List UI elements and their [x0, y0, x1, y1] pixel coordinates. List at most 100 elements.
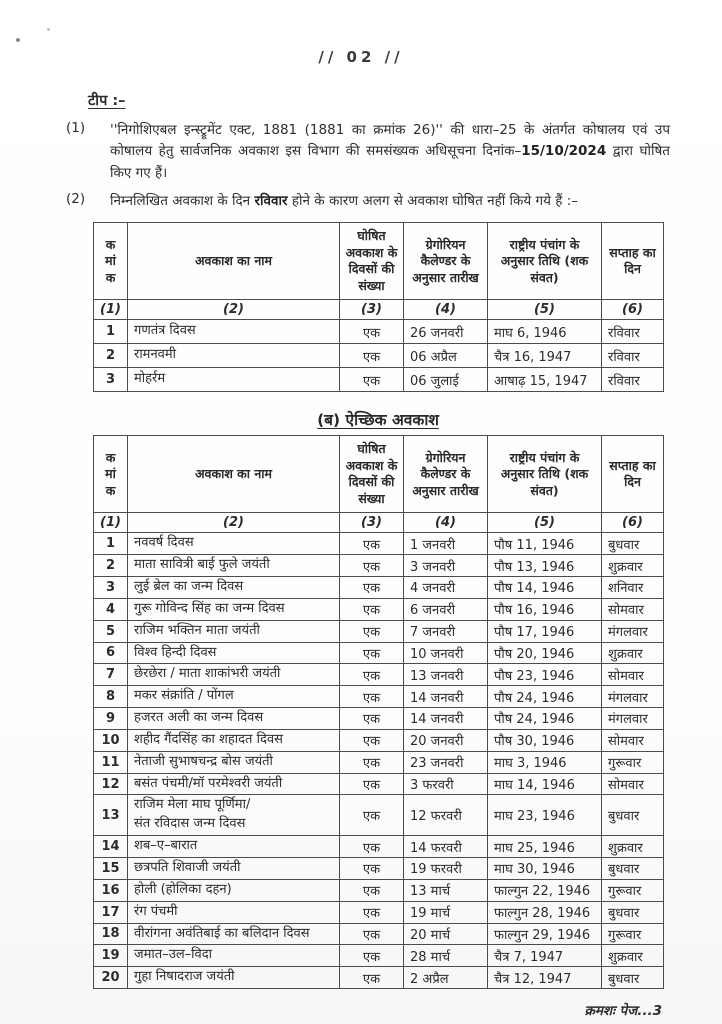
cell-sn: 12: [93, 772, 128, 796]
table-row: 15 छत्रपति शिवाजी जयंती एक 19 फरवरी माघ 30, …: [93, 856, 664, 880]
table-row: 16 होली (होलिका दहन) एक 13 मार्च फाल्गुन 22,…: [93, 878, 664, 902]
cell-weekday: रविवार: [601, 343, 664, 369]
cell-panchang: पौष 30, 1946: [487, 728, 602, 752]
table-row: 4 गुरू गोविन्द सिंह का जन्म दिवस एक 6 जनवरी…: [93, 597, 664, 621]
cell-panchang: पौष 17, 1946: [487, 619, 602, 643]
cell-panchang: चैत्र 7, 1947: [487, 944, 602, 968]
col-num: (2): [127, 512, 340, 534]
note-text-post: द्वारा घोषित किए गए हैं।: [110, 143, 670, 181]
cell-sn: 3: [93, 576, 128, 599]
cell-weekday: शुक्रवार: [601, 641, 664, 665]
cell-weekday: रविवार: [601, 319, 664, 345]
note-text-bold: 15/10/2024: [521, 143, 607, 160]
table-row: 12 बसंत पंचमी/मॉ परमेश्वरी जयंती एक 3 फरवरी…: [93, 772, 664, 796]
cell-panchang: पौष 24, 1946: [487, 685, 602, 709]
cell-sn: 2: [93, 343, 128, 369]
table-row: 1 गणतंत्र दिवस एक 26 जनवरी माघ 6, 1946 रविवार: [93, 319, 664, 345]
cell-weekday: शुक्रवार: [601, 835, 664, 858]
table-header-row: क मां क अवकाश का नाम घोषित अवकाश के दिवस…: [93, 222, 664, 301]
cell-panchang: फाल्गुन 22, 1946: [487, 878, 602, 902]
cell-sn: 1: [93, 532, 128, 556]
col-num: (1): [93, 512, 128, 534]
cell-weekday: बुधवार: [601, 794, 664, 837]
table-row: 5 राजिम भक्तिन माता जयंती एक 7 जनवरी पौष 17,…: [93, 619, 664, 643]
optional-holidays-title: (ब) ऐच्छिक अवकाश: [93, 408, 663, 430]
note-text-post: होने के कारण अलग से अवकाश घोषित नहीं किय…: [287, 192, 578, 209]
cell-name: रंग पंचमी: [127, 900, 340, 924]
cell-date: 7 जनवरी: [403, 619, 488, 643]
cell-days: एक: [339, 597, 404, 621]
table-row: 6 विश्व हिन्दी दिवस एक 10 जनवरी पौष 20, 1946…: [93, 641, 664, 665]
cell-panchang: चैत्र 16, 1947: [487, 343, 602, 369]
cell-date: 14 फरवरी: [403, 835, 488, 858]
cell-weekday: मंगलवार: [601, 619, 664, 643]
table-row: 2 माता सावित्री बाई फुले जयंती एक 3 जनवरी पौ…: [93, 554, 664, 577]
cell-date: 14 जनवरी: [403, 707, 488, 730]
cell-date: 20 जनवरी: [403, 728, 488, 752]
cell-weekday: शनिवार: [601, 576, 664, 599]
optional-holidays-table: क मां क अवकाश का नाम घोषित अवकाश के दिवस…: [93, 435, 664, 990]
cell-days: एक: [339, 685, 404, 709]
cell-sn: 17: [93, 900, 128, 924]
scan-speck: [47, 28, 50, 31]
cell-weekday: गुरूवार: [601, 878, 664, 902]
cell-weekday: बुधवार: [601, 532, 664, 556]
cell-name: वीरांगना अवंतिबाई का बलिदान दिवस: [127, 922, 340, 946]
table-row: 18 वीरांगना अवंतिबाई का बलिदान दिवस एक 20 म…: [93, 922, 664, 946]
cell-weekday: शुक्रवार: [601, 944, 664, 968]
table-row: 2 रामनवमी एक 06 अप्रैल चैत्र 16, 1947 रविवार: [93, 343, 664, 369]
table-row: 7 छेरछेरा / माता शाकांभरी जयंती एक 13 जनवरी…: [93, 663, 664, 687]
table-header-row: क मां क अवकाश का नाम घोषित अवकाश के दिवस…: [93, 435, 664, 514]
table-row: 1 नववर्ष दिवस एक 1 जनवरी पौष 11, 1946 बुधवार: [93, 532, 664, 556]
cell-weekday: सोमवार: [601, 772, 664, 796]
cell-name: नववर्ष दिवस: [127, 532, 340, 556]
cell-sn: 1: [93, 319, 128, 345]
cell-weekday: शुक्रवार: [601, 554, 664, 577]
table-row: 11 नेताजी सुभाषचन्द्र बोस जयंती एक 23 जनवरी…: [93, 750, 664, 774]
table-row: 17 रंग पंचमी एक 19 मार्च फाल्गुन 28, 1946 बुध…: [93, 900, 664, 924]
column-number-row: (1) (2) (3) (4) (5) (6): [93, 512, 664, 534]
cell-name: नेताजी सुभाषचन्द्र बोस जयंती: [127, 750, 340, 774]
cell-days: एक: [339, 707, 404, 730]
cell-sn: 6: [93, 641, 128, 665]
cell-name: हजरत अली का जन्म दिवस: [127, 707, 340, 730]
cell-date: 06 जुलाई: [403, 367, 488, 393]
cell-sn: 2: [93, 554, 128, 577]
continuation-footer: क्रमशः पेज...3: [584, 1003, 662, 1020]
cell-name: शहीद गैंदसिंह का शहादत दिवस: [127, 728, 340, 752]
cell-sn: 14: [93, 835, 128, 858]
table-row: 14 शब–ए–बारात एक 14 फरवरी माघ 25, 1946 शुक्रव…: [93, 835, 664, 858]
header-days-count: घोषित अवकाश के दिवसों की संख्या: [339, 222, 404, 301]
table-row: 13 राजिम मेला माघ पूर्णिमा/ संत रविदास जन…: [93, 794, 664, 837]
cell-sn: 11: [93, 750, 128, 774]
cell-panchang: पौष 11, 1946: [487, 532, 602, 556]
page-number: // 02 //: [318, 48, 404, 66]
note-text: निम्नलिखित अवकाश के दिन रविवार होने के क…: [110, 191, 670, 212]
note-number: (2): [66, 190, 86, 207]
col-num: (6): [601, 512, 664, 534]
cell-days: एक: [339, 532, 404, 556]
cell-name: मोहर्रम: [127, 367, 340, 393]
cell-weekday: गुरूवार: [601, 750, 664, 774]
header-weekday: सप्ताह का दिन: [601, 435, 664, 514]
header-gregorian-date: ग्रेगोरियन कैलेण्डर के अनुसार तारीख: [403, 222, 488, 301]
cell-date: 2 अप्रैल: [403, 966, 488, 990]
cell-weekday: गुरूवार: [601, 922, 664, 946]
cell-date: 06 अप्रैल: [403, 343, 488, 369]
sunday-holidays-table: क मां क अवकाश का नाम घोषित अवकाश के दिवस…: [93, 222, 664, 393]
cell-date: 19 मार्च: [403, 900, 488, 924]
col-num: (4): [403, 299, 488, 321]
cell-sn: 20: [93, 966, 128, 990]
col-num: (3): [339, 299, 404, 321]
scan-speck: [16, 38, 20, 42]
cell-days: एक: [339, 728, 404, 752]
cell-date: 26 जनवरी: [403, 319, 488, 345]
cell-sn: 7: [93, 663, 128, 687]
note-item-2: (2) निम्नलिखित अवकाश के दिन रविवार होने …: [66, 191, 670, 212]
cell-name: जमात–उल–विदा: [127, 944, 340, 968]
sunday-holidays-table-wrap: क मां क अवकाश का नाम घोषित अवकाश के दिवस…: [93, 222, 664, 393]
cell-weekday: रविवार: [601, 367, 664, 393]
table-row: 3 मोहर्रम एक 06 जुलाई आषाढ़ 15, 1947 रविवार: [93, 367, 664, 393]
cell-weekday: बुधवार: [601, 966, 664, 990]
